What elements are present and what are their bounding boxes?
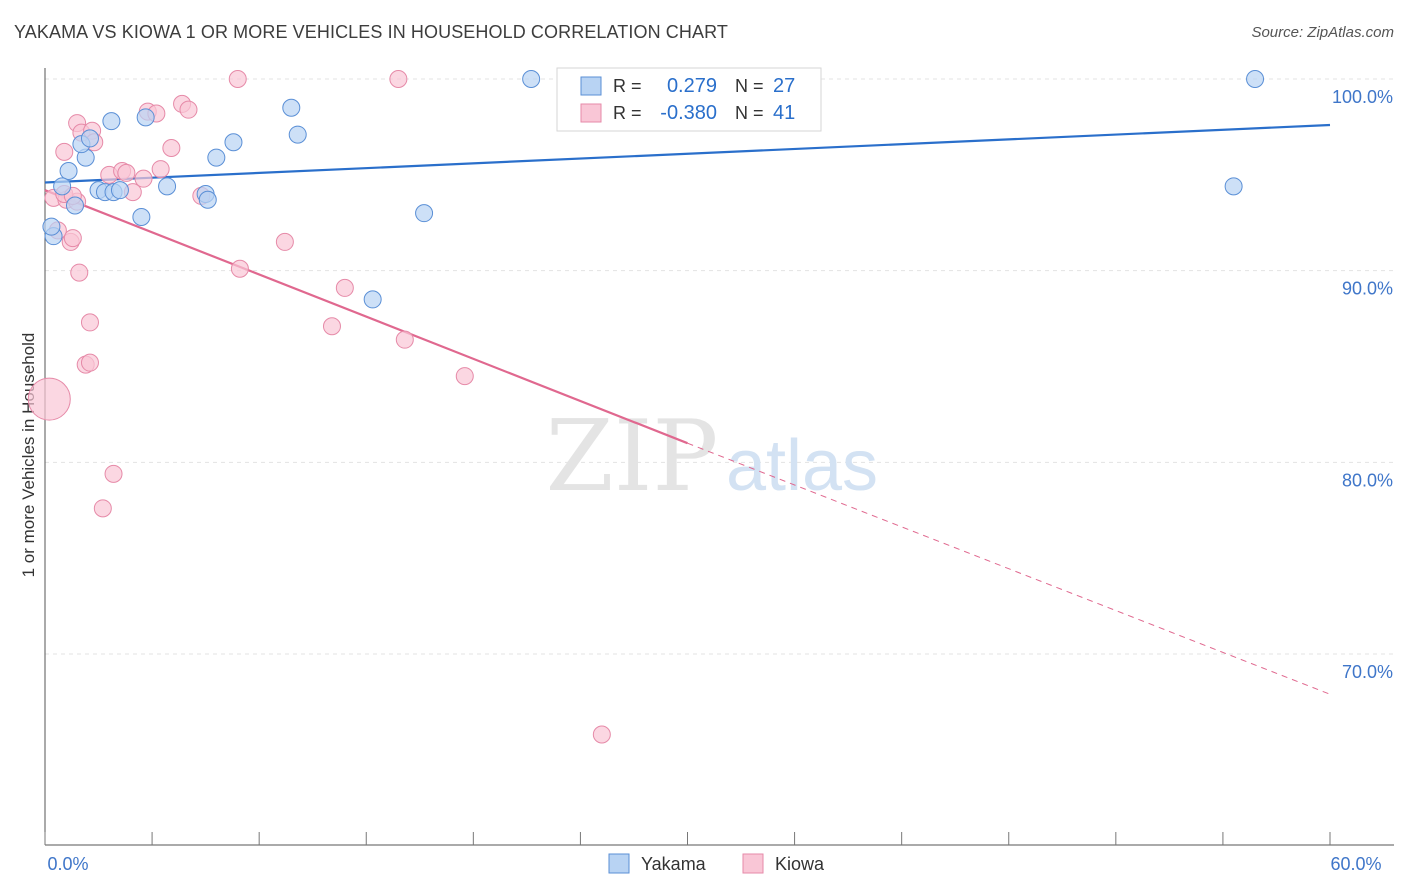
kiowa-point — [230, 259, 249, 278]
legend-kiowa-n-label: N = — [735, 103, 764, 123]
kiowa-points — [27, 70, 611, 744]
axes — [44, 68, 1394, 846]
watermark-zip: ZIP — [546, 400, 719, 514]
legend-kiowa-r-label: R = — [613, 103, 642, 123]
kiowa-point — [455, 367, 474, 386]
yakama-point — [42, 217, 61, 236]
yakama-point — [1224, 177, 1243, 196]
yakama-point — [80, 129, 99, 148]
stats-legend: R = 0.279 N = 27 R = -0.380 N = 41 — [556, 67, 822, 132]
kiowa-point — [162, 139, 181, 157]
legend-yakama-r-label: R = — [613, 76, 642, 96]
legend-kiowa-r-value: -0.380 — [660, 102, 717, 124]
grid-lines — [45, 78, 1394, 655]
yakama-point — [363, 290, 382, 309]
kiowa-point — [80, 313, 99, 332]
y-tick-label: 90.0% — [1342, 279, 1393, 299]
watermark-atlas: atlas — [726, 426, 878, 506]
kiowa-point — [592, 725, 611, 744]
x-ticks — [44, 832, 1331, 845]
kiowa-point — [335, 278, 354, 297]
kiowa-point — [117, 163, 136, 182]
yakama-point — [102, 112, 121, 131]
kiowa-point — [134, 169, 153, 188]
chart-title: YAKAMA VS KIOWA 1 OR MORE VEHICLES IN HO… — [14, 22, 728, 42]
y-tick-label: 70.0% — [1342, 662, 1393, 682]
yakama-point — [65, 196, 84, 215]
source-credit: Source: ZipAtlas.com — [1251, 24, 1394, 41]
kiowa-point — [322, 317, 341, 336]
watermark: ZIP atlas — [546, 400, 878, 514]
legend-yakama-n-label: N = — [735, 76, 764, 96]
bottom-legend-yakama-swatch — [608, 853, 630, 874]
kiowa-point — [80, 353, 99, 372]
yakama-point — [1246, 70, 1265, 88]
series-legend: Yakama Kiowa — [608, 853, 825, 874]
legend-kiowa-n-value: 41 — [773, 102, 795, 124]
kiowa-point — [70, 263, 89, 282]
yakama-point — [158, 177, 177, 196]
kiowa-point — [179, 100, 198, 119]
yakama-point — [288, 125, 307, 144]
yakama-point — [198, 190, 217, 209]
bottom-legend-kiowa-swatch — [742, 853, 764, 874]
kiowa-trend-extension — [687, 442, 1331, 695]
yakama-point — [207, 148, 226, 167]
kiowa-point — [151, 160, 170, 179]
kiowa-point — [389, 70, 408, 88]
bottom-legend-kiowa-label: Kiowa — [775, 854, 825, 874]
bottom-legend-yakama-label: Yakama — [641, 854, 707, 874]
y-tick-label: 100.0% — [1332, 87, 1393, 107]
yakama-point — [136, 108, 155, 127]
kiowa-point — [104, 464, 123, 483]
kiowa-point — [63, 229, 82, 248]
kiowa-trend-line — [44, 189, 688, 445]
yakama-point — [132, 208, 151, 226]
legend-yakama-swatch — [580, 76, 602, 96]
trend-lines — [44, 123, 1331, 695]
x-tick-label-min: 0.0% — [47, 854, 88, 874]
yakama-point — [415, 204, 434, 223]
kiowa-point — [27, 377, 71, 421]
yakama-point — [224, 133, 243, 152]
kiowa-point — [55, 142, 74, 161]
yakama-point — [522, 70, 541, 88]
yakama-point — [282, 98, 301, 117]
yakama-point — [53, 177, 72, 196]
x-tick-label-max: 60.0% — [1330, 854, 1381, 874]
yakama-trend-line — [44, 123, 1331, 184]
legend-yakama-n-value: 27 — [773, 75, 795, 97]
kiowa-point — [228, 70, 247, 88]
y-tick-labels: 70.0% 80.0% 90.0% 100.0% — [1332, 87, 1393, 682]
kiowa-point — [275, 232, 294, 251]
kiowa-point — [93, 499, 112, 518]
yakama-point — [110, 181, 129, 200]
yakama-points — [42, 70, 1265, 309]
legend-yakama-r-value: 0.279 — [667, 75, 717, 97]
kiowa-point — [395, 330, 414, 349]
y-tick-label: 80.0% — [1342, 470, 1393, 490]
legend-kiowa-swatch — [580, 103, 602, 123]
yakama-point — [59, 162, 78, 180]
